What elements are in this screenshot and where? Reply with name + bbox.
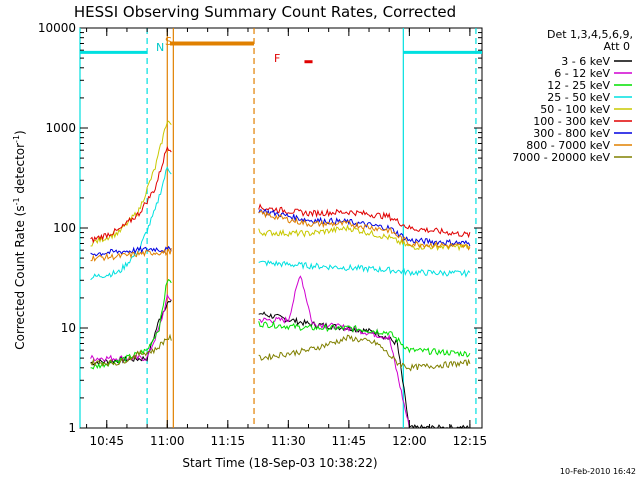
flag-label-night: N <box>156 41 164 54</box>
legend-entry-3: 25 - 50 keV <box>547 91 610 104</box>
x-tick-label-1: 11:00 <box>150 434 185 448</box>
x-tick-label-4: 11:45 <box>332 434 367 448</box>
y-axis-label: Corrected Count Rate (s-1 detector-1) <box>12 130 27 349</box>
legend-entry-4: 50 - 100 keV <box>540 103 610 116</box>
series-line-6-part-0 <box>90 245 172 257</box>
y-tick-label-1: 10 <box>61 321 76 335</box>
y-axis-label-sup1: -1 <box>12 197 21 205</box>
y-tick-label-0: 1 <box>68 421 76 435</box>
flag-bars <box>80 41 482 64</box>
x-tick-label-6: 12:15 <box>453 434 488 448</box>
series-line-2-part-0 <box>90 278 172 370</box>
legend-entry-7: 800 - 7000 keV <box>526 139 610 152</box>
legend-title-1: Det 1,3,4,5,6,9, <box>547 28 633 41</box>
timestamp: 10-Feb-2010 16:42 <box>560 467 636 476</box>
x-axis-label: Start Time (18-Sep-03 10:38:22) <box>182 456 377 470</box>
series-line-8-part-0 <box>90 333 172 367</box>
legend-entry-2: 12 - 25 keV <box>547 79 610 92</box>
series-line-8-part-1 <box>258 334 471 372</box>
series-line-1-part-1 <box>258 275 410 429</box>
series-line-7-part-1 <box>258 209 471 251</box>
legend-entry-8: 7000 - 20000 keV <box>512 151 610 164</box>
y-axis-label-end: ) <box>13 130 27 135</box>
legend-entry-1: 6 - 12 keV <box>554 67 610 80</box>
x-axis: 10:45 11:00 11:15 11:30 11:45 12:00 12:15 <box>86 28 488 448</box>
legend-entry-5: 100 - 300 keV <box>533 115 610 128</box>
x-tick-label-2: 11:15 <box>211 434 246 448</box>
flag-label-flare: F <box>274 52 280 65</box>
y-axis-label-mid: detector <box>13 143 27 198</box>
series-line-5-part-1 <box>258 203 471 239</box>
flag-label-saa: S <box>165 35 172 48</box>
series-line-7-part-0 <box>90 247 172 262</box>
series-line-6-part-1 <box>258 208 471 247</box>
series-line-5-part-0 <box>90 145 172 244</box>
y-tick-label-4: 10000 <box>38 21 76 35</box>
y-axis: 1 10 100 1000 10000 <box>38 21 482 435</box>
legend-title-2: Att 0 <box>604 40 630 53</box>
y-axis-label-sup2: -1 <box>12 135 21 143</box>
series-lines <box>90 120 471 429</box>
x-tick-label-5: 12:00 <box>392 434 427 448</box>
legend-entry-6: 300 - 800 keV <box>533 127 610 140</box>
x-tick-label-0: 10:45 <box>89 434 124 448</box>
x-tick-label-3: 11:30 <box>271 434 306 448</box>
series-line-3-part-1 <box>258 259 471 278</box>
series-line-4-part-0 <box>90 120 172 247</box>
legend-entry-0: 3 - 6 keV <box>561 55 610 68</box>
series-line-2-part-1 <box>258 320 471 358</box>
series-line-0-part-1 <box>258 311 470 429</box>
y-tick-label-3: 1000 <box>45 121 76 135</box>
y-axis-label-main: Corrected Count Rate (s <box>13 205 27 349</box>
chart-title: HESSI Observing Summary Count Rates, Cor… <box>74 3 456 21</box>
y-tick-label-2: 100 <box>53 221 76 235</box>
